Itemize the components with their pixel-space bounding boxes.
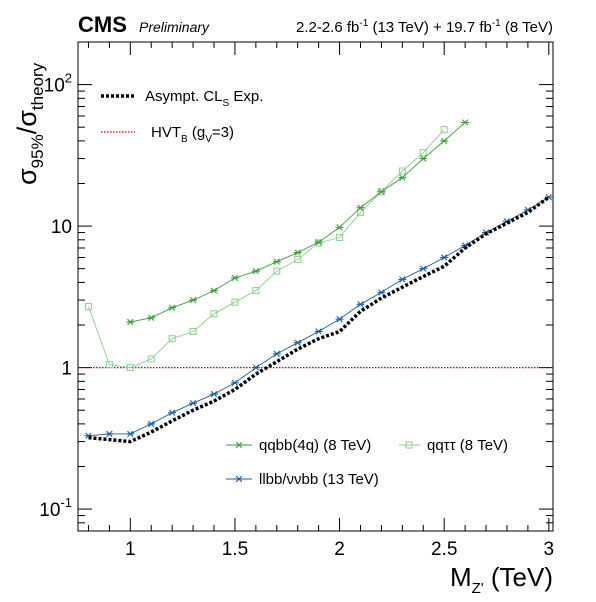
llbb-point [168, 409, 177, 416]
qqtt-line [88, 129, 445, 369]
x-axis-label: MZ' (TeV) [450, 562, 553, 597]
lumi-label: 2.2-2.6 fb-1 (13 TeV) + 19.7 fb-1 (8 TeV… [296, 18, 553, 36]
llbb-point [189, 400, 198, 407]
axis-ticks [78, 41, 553, 532]
qqtt-point [126, 364, 134, 372]
qqtt-point [210, 310, 218, 318]
llbb-point [293, 339, 302, 346]
qqbb-point [210, 287, 219, 294]
qqtt-point [294, 256, 302, 264]
qqbb-point [377, 188, 386, 195]
qqbb-point [272, 258, 281, 265]
legend-llbb-star [235, 475, 243, 483]
qqbb-point [168, 304, 177, 311]
legend-llbb-marker [235, 475, 243, 483]
legend-exp-label: Asympt. CLS Exp. [145, 88, 263, 109]
qqtt-point [273, 267, 281, 275]
qqbb-point [335, 224, 344, 231]
llbb-point [419, 265, 428, 272]
plot-frame [77, 41, 554, 532]
qqtt-point [398, 167, 406, 175]
qqtt-point [84, 303, 92, 311]
qqtt-point [315, 239, 323, 247]
llbb-point [377, 289, 386, 296]
x-tick-label: 1.5 [222, 539, 248, 560]
qqbb-point [230, 274, 239, 282]
llbb-point [147, 420, 156, 428]
legend-hvt-label: HVTB (gV=3) [151, 124, 234, 145]
legend-qqbb-label: qqbb(4q) (8 TeV) [259, 437, 371, 454]
qqbb-point [356, 204, 365, 211]
y-axis-label: σ95%/σtheory [12, 62, 47, 185]
qqbb-point [440, 137, 449, 145]
series-layer [78, 119, 553, 444]
qqbb-point [419, 155, 428, 162]
qqtt-point [252, 287, 260, 295]
qqtt-point [356, 208, 364, 216]
qqtt-point [419, 149, 427, 157]
qqbb-point [126, 318, 135, 326]
llbb-point [335, 315, 344, 323]
qqtt-point [336, 234, 344, 242]
qqbb-point [461, 119, 470, 126]
y-tick-label: 1 [61, 359, 72, 380]
preliminary-label: Preliminary [139, 19, 210, 35]
x-tick-label: 2 [334, 539, 345, 560]
y-tick-label: 102 [44, 71, 72, 97]
llbb-point [126, 430, 135, 438]
qqtt-point [147, 355, 155, 363]
qqbb-point [147, 314, 156, 321]
legend-top: Asympt. CLS Exp. HVTB (gV=3) [101, 88, 263, 145]
x-tick-labels: 1 1.5 2 2.5 3 [125, 539, 554, 560]
y-tick-labels: 10-1 1 10 102 [39, 71, 72, 521]
llbb-point [230, 379, 239, 387]
qqbb-point [189, 296, 198, 304]
legend-qqtt-square [405, 441, 413, 449]
qqbb-point [293, 249, 302, 256]
legend-qqtt-marker [405, 441, 413, 449]
legend-qqbb-star [235, 441, 243, 449]
qqbb-line [130, 122, 466, 323]
qqtt-point [440, 126, 448, 134]
x-tick-label: 2.5 [431, 539, 457, 560]
qqtt-point [231, 298, 239, 306]
llbb-line [88, 196, 550, 437]
llbb-point [251, 364, 260, 371]
x-tick-label: 3 [544, 539, 555, 560]
x-tick-label: 1 [125, 539, 136, 560]
llbb-point [440, 254, 449, 261]
llbb-point [398, 276, 407, 283]
llbb-point [210, 390, 219, 398]
qqbb-point [251, 268, 260, 275]
legend-qqtt-label: qqττ (8 TeV) [427, 437, 508, 454]
legend-llbb-label: llbb/ννbb (13 TeV) [259, 471, 379, 488]
y-tick-label: 10-1 [39, 495, 72, 521]
llbb-point [272, 350, 281, 358]
llbb-point [356, 301, 365, 308]
legend-qqbb-marker [235, 441, 243, 449]
y-tick-label: 10 [51, 217, 72, 238]
expected-limit-line [88, 195, 550, 444]
llbb-point [105, 430, 114, 438]
qqtt-point [168, 335, 176, 343]
qqbb-point [314, 238, 323, 246]
qqbb-point [398, 174, 407, 181]
legend-bottom: qqbb(4q) (8 TeV) qqττ (8 TeV) llbb/ννbb … [226, 437, 508, 488]
llbb-point [314, 328, 323, 335]
qqtt-point [105, 361, 113, 369]
qqtt-point [189, 327, 197, 335]
cms-label: CMS [78, 12, 127, 37]
